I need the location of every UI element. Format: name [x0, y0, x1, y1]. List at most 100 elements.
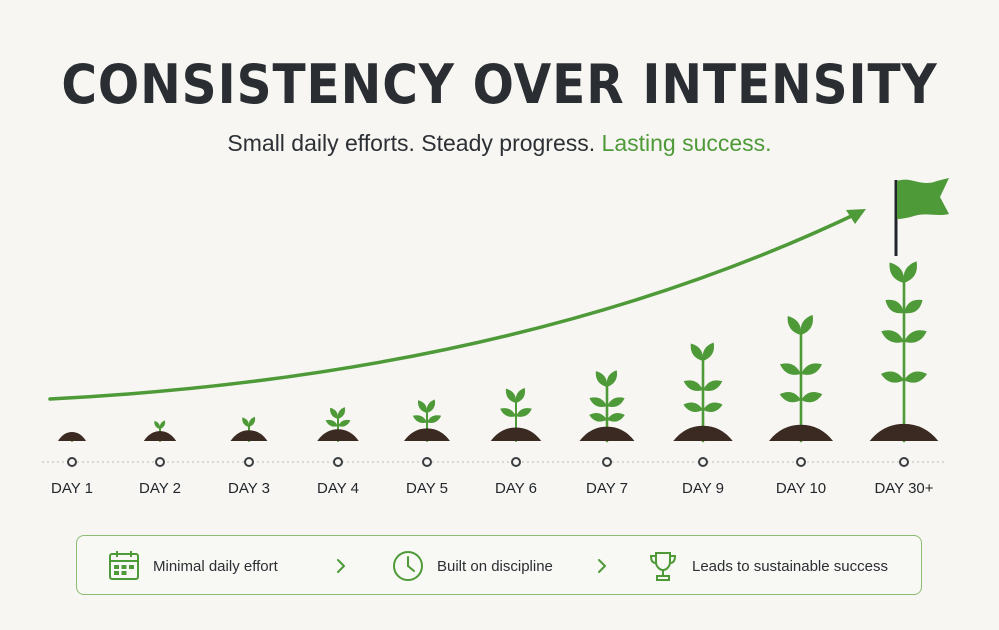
chevron-right-icon — [337, 559, 345, 573]
legend-label: Leads to sustainable success — [692, 557, 888, 575]
plant-stages: DAY 1 DAY 2 DAY 3 DAY 4 DAY 5 DAY 6 DAY 7 DAY 9… — [51, 261, 939, 497]
plant-stage: DAY 7 — [579, 370, 635, 497]
clock-icon — [393, 551, 423, 581]
timeline-node — [67, 457, 77, 467]
soil-mound — [143, 431, 177, 441]
rising-arrow — [48, 210, 862, 401]
leaf — [337, 407, 346, 419]
legend-item-effort: Minimal daily effort — [107, 536, 278, 596]
soil-mound — [404, 428, 450, 441]
trophy-icon — [649, 552, 677, 581]
flag-icon — [894, 178, 949, 256]
chevron-right-icon — [598, 559, 606, 573]
leaf — [903, 261, 917, 283]
page-title: CONSISTENCY OVER INTENSITY — [61, 53, 938, 116]
leaf — [801, 363, 823, 375]
leaf — [779, 363, 801, 375]
plant-stage: DAY 9 — [673, 342, 733, 497]
day-label: DAY 2 — [139, 480, 181, 497]
leaf — [426, 399, 436, 413]
leaf — [889, 262, 905, 283]
timeline-node — [698, 457, 708, 467]
leaf — [885, 299, 904, 314]
page-subtitle: Small daily efforts. Steady progress. La… — [0, 127, 999, 159]
leaf — [607, 397, 625, 407]
leaf — [904, 371, 928, 383]
leaf — [500, 408, 516, 417]
leaf — [703, 380, 723, 391]
timeline-node — [333, 457, 343, 467]
plant-stage: DAY 5 — [404, 399, 450, 497]
leaf — [702, 342, 715, 361]
day-label: DAY 9 — [682, 480, 724, 497]
leaf — [880, 371, 904, 383]
timeline-node — [155, 457, 165, 467]
soil-mound — [769, 424, 833, 441]
soil-mound — [490, 427, 542, 441]
legend-label: Minimal daily effort — [153, 557, 278, 575]
day-label: DAY 30+ — [874, 480, 933, 497]
subtitle-text: Small daily efforts. Steady progress. — [227, 130, 602, 156]
plant-stage: DAY 4 — [317, 407, 359, 497]
plant-stage: DAY 3 — [228, 416, 270, 497]
leaf — [683, 380, 703, 391]
leaf — [800, 314, 813, 335]
timeline-node — [899, 457, 909, 467]
leaf — [904, 330, 927, 343]
legend-item-success: Leads to sustainable success — [646, 536, 888, 596]
soil-mound — [579, 426, 635, 441]
leaf — [690, 343, 704, 361]
day-label: DAY 5 — [406, 480, 448, 497]
leaf — [417, 400, 428, 413]
leaf — [505, 388, 517, 403]
soil-mound — [869, 423, 939, 441]
day-label: DAY 1 — [51, 480, 93, 497]
legend-item-discipline: Built on discipline — [391, 536, 553, 596]
timeline-node — [796, 457, 806, 467]
soil-mound — [58, 432, 86, 441]
leaf — [683, 402, 703, 412]
day-label: DAY 4 — [317, 480, 359, 497]
day-label: DAY 7 — [586, 480, 628, 497]
subtitle-accent-text: Lasting success. — [601, 130, 772, 156]
legend-label: Built on discipline — [437, 557, 553, 575]
timeline-node — [244, 457, 254, 467]
legend-bar: Minimal daily effort Built on discipline — [76, 535, 922, 595]
leaf — [787, 315, 802, 335]
leaf — [427, 415, 442, 423]
leaf — [412, 415, 427, 423]
leaf — [589, 397, 607, 407]
plant-stage: DAY 30+ — [869, 261, 939, 497]
soil-mound — [317, 429, 359, 441]
leaf — [242, 417, 250, 427]
day-label: DAY 6 — [495, 480, 537, 497]
leaf — [606, 370, 618, 387]
leaf — [881, 330, 904, 343]
leaf — [801, 391, 823, 403]
day-label: DAY 3 — [228, 480, 270, 497]
growth-diagram: DAY 1 DAY 2 DAY 3 DAY 4 DAY 5 DAY 6 DAY 7 DAY 9… — [42, 178, 949, 497]
calendar-icon — [109, 551, 139, 580]
leaf — [515, 387, 526, 403]
soil-mound — [673, 425, 733, 441]
leaf — [595, 371, 608, 387]
leaf — [904, 299, 923, 314]
plant-stage: DAY 10 — [769, 314, 833, 497]
plant-stage: DAY 2 — [139, 420, 181, 497]
leaf — [516, 408, 532, 417]
timeline-node — [602, 457, 612, 467]
timeline-node — [422, 457, 432, 467]
leaf — [607, 413, 625, 422]
plant-stage: DAY 6 — [490, 387, 542, 497]
leaf — [325, 419, 338, 427]
leaf — [589, 413, 607, 422]
leaf — [779, 391, 801, 403]
plant-stage: DAY 1 — [51, 432, 93, 497]
arrow-head — [846, 209, 866, 224]
leaf — [248, 416, 256, 427]
leaf — [330, 407, 339, 419]
timeline-node — [511, 457, 521, 467]
leaf — [703, 402, 723, 412]
leaf — [154, 420, 161, 429]
